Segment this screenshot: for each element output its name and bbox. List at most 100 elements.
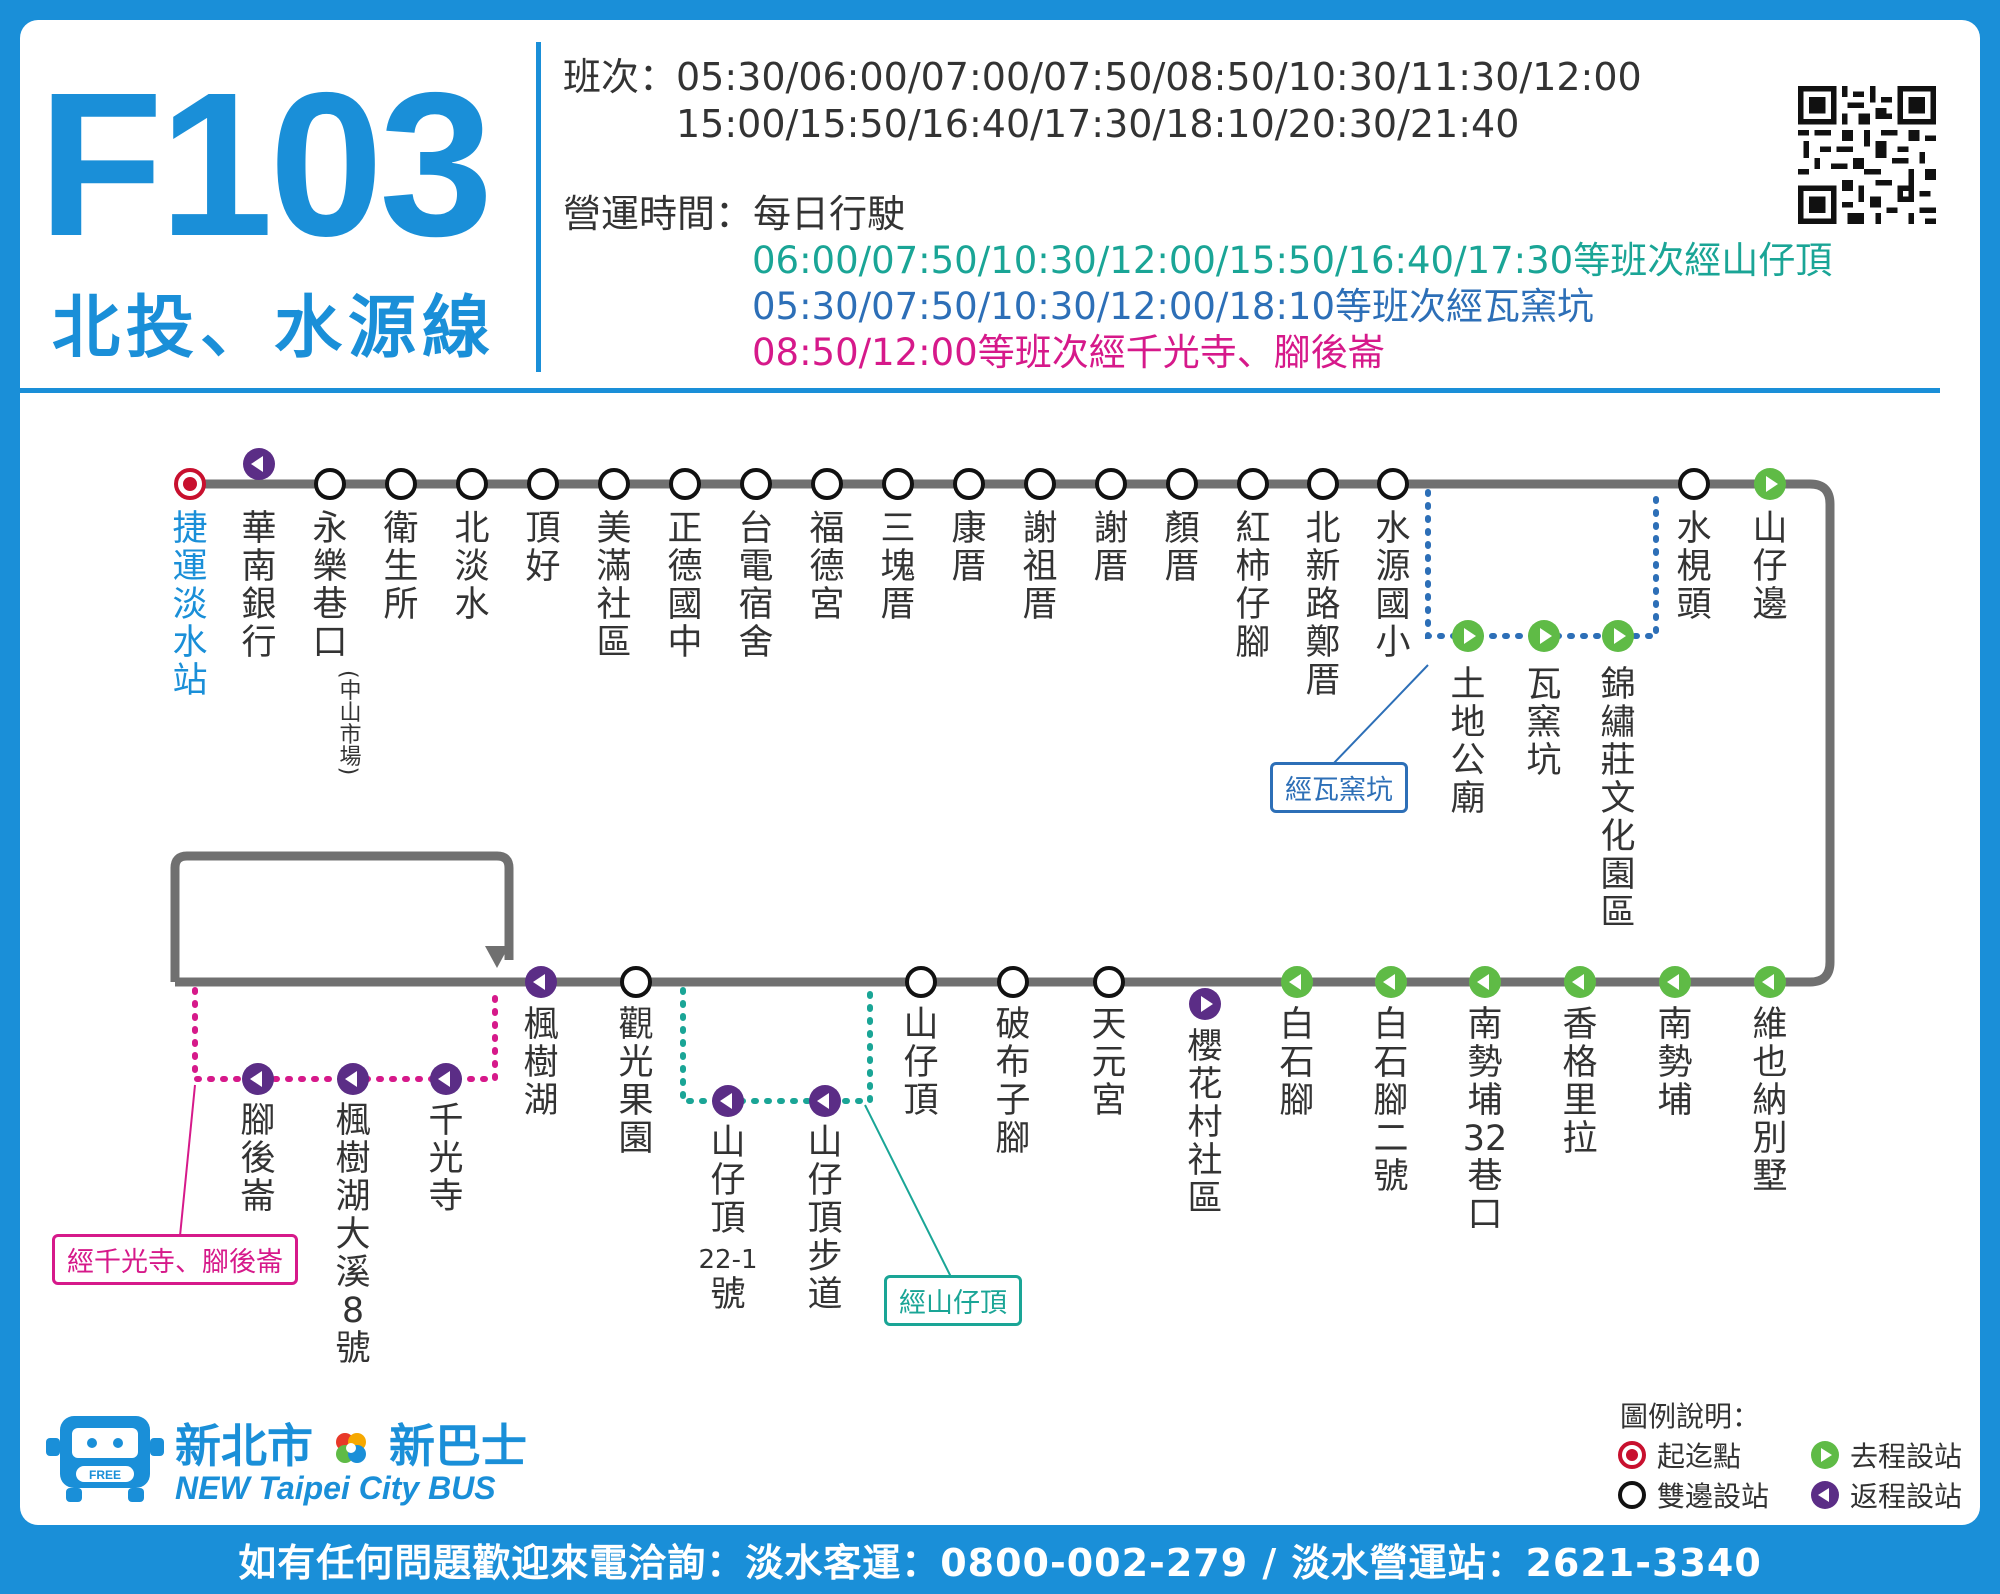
stop-marker-7 [598, 468, 630, 500]
bottom-stop-label-7: 白石腳 [1279, 1005, 1314, 1121]
wayao-stop-marker-1 [1452, 620, 1484, 652]
header-divider-vertical [536, 42, 541, 372]
legend-outbound: 去程設站 [1810, 1435, 1962, 1475]
note-shanzaiding: 經山仔頂 [884, 1275, 1022, 1326]
stop-label-15: 顏厝 [1164, 509, 1199, 587]
logo-cn-right: 新巴士 [389, 1419, 528, 1473]
note-wayao: 經瓦窯坑 [1270, 762, 1408, 813]
stop-label-20: 山仔邊 [1752, 509, 1787, 625]
bottom-stop-label-3: 山仔頂 [903, 1005, 938, 1121]
shanzaiding-stop-marker-2 [809, 1085, 841, 1117]
bottom-stop-label-9: 南勢埔 32 巷口 [1463, 1005, 1508, 1235]
stop-label-10: 福德宮 [809, 509, 844, 625]
qianguang-stop-label-3: 千光寺 [428, 1101, 463, 1217]
header-divider-horizontal [20, 388, 1940, 393]
shanzaiding-branch-line [680, 987, 873, 1104]
stop-marker-11 [882, 468, 914, 500]
terminal-marker-icon [1618, 1441, 1646, 1469]
stop-label-17: 北新路鄭厝 [1305, 509, 1340, 701]
stop-marker-5 [456, 468, 488, 500]
stop-label-8: 正德國中 [667, 509, 702, 663]
route-card [20, 20, 1980, 1525]
footer-contact: 如有任何問題歡迎來電洽詢：淡水客運：0800-002-279 / 淡水營運站：2… [238, 1541, 1762, 1585]
both-sides-marker-icon [1618, 1481, 1646, 1509]
legend-return-label: 返程設站 [1850, 1480, 1963, 1513]
schedule-label: 班次： [563, 55, 678, 99]
loop-line [170, 851, 514, 982]
qianguang-stop-marker-1 [242, 1063, 274, 1095]
shanzaiding-stop-label-2: 山仔頂步道 [807, 1123, 842, 1315]
legend-title: 圖例說明： [1620, 1400, 1761, 1433]
stop-marker-6 [527, 468, 559, 500]
stop-marker-15 [1166, 468, 1198, 500]
outbound-marker-icon [1811, 1441, 1839, 1469]
stop-label-9: 台電宿舍 [738, 509, 773, 663]
stop-marker-16 [1237, 468, 1269, 500]
legend-return: 返程設站 [1810, 1475, 1962, 1515]
flower-logo-icon [336, 1433, 367, 1463]
stop-marker-2 [243, 448, 275, 480]
bottom-stop-label-8: 白石腳二號 [1373, 1005, 1408, 1197]
stop-label-2: 華南銀行 [241, 509, 276, 663]
bottom-stop-marker-7 [1281, 966, 1313, 998]
route-trunk [175, 479, 1835, 987]
bottom-stop-marker-8 [1375, 966, 1407, 998]
stop-label-7: 美滿社區 [596, 509, 631, 663]
schedule-times-line2: 15:00/15:50/16:40/17:30/18:10/20:30/21:4… [676, 102, 1520, 146]
wayao-stop-marker-3 [1602, 620, 1634, 652]
stop-label-4: 衛生所 [383, 509, 418, 625]
bottom-stop-label-12: 維也納別墅 [1752, 1005, 1787, 1197]
qianguang-stop-label-2: 楓樹湖大溪 8 號 [335, 1101, 370, 1369]
note-qianguang: 經千光寺、腳後崙 [52, 1234, 298, 1285]
wayao-stop-label-2: 瓦窯坑 [1526, 665, 1561, 781]
qr-code-icon[interactable] [1798, 86, 1936, 224]
bottom-stop-label-1: 楓樹湖 [523, 1005, 558, 1121]
logo-english: NEW Taipei City BUS [175, 1470, 496, 1506]
bottom-stop-label-4: 破布子腳 [995, 1005, 1030, 1159]
stop-sublabel-3: (中山市場) [336, 670, 362, 775]
stop-marker-20 [1754, 468, 1786, 500]
qianguang-stop-label-1: 腳後崙 [240, 1101, 275, 1217]
bottom-stop-label-11: 南勢埔 [1657, 1005, 1692, 1121]
operation-note-teal: 06:00/07:50/10:30/12:00/15:50/16:40/17:3… [752, 239, 1833, 282]
bottom-stop-marker-12 [1754, 966, 1786, 998]
operation-note-pink: 08:50/12:00等班次經千光寺、腳後崙 [752, 331, 1385, 374]
wayao-leader [1332, 664, 1429, 765]
qianguang-stop-marker-2 [337, 1063, 369, 1095]
stop-marker-1 [174, 468, 206, 500]
schedule-times-line1: 05:30/06:00/07:00/07:50/08:50/10:30/11:3… [676, 55, 1642, 99]
stop-marker-14 [1095, 468, 1127, 500]
stop-label-5: 北淡水 [454, 509, 489, 625]
bottom-stop-marker-3 [905, 966, 937, 998]
stop-label-12: 康厝 [951, 509, 986, 587]
stop-label-13: 謝祖厝 [1022, 509, 1057, 625]
wayao-branch-line [1425, 489, 1659, 639]
operation-note-blue: 05:30/07:50/10:30/12:00/18:10等班次經瓦窯坑 [752, 285, 1595, 328]
stop-marker-8 [669, 468, 701, 500]
bottom-stop-marker-1 [525, 966, 557, 998]
stop-marker-18 [1377, 468, 1409, 500]
bottom-stop-marker-6 [1189, 988, 1221, 1020]
bottom-stop-label-2: 觀光果園 [618, 1005, 653, 1159]
operation-label: 營運時間：每日行駛 [563, 192, 906, 236]
stop-marker-3 [314, 468, 346, 500]
bottom-stop-label-6: 櫻花村社區 [1187, 1027, 1222, 1219]
stop-label-3: 永樂巷口 [312, 509, 347, 663]
stop-marker-4 [385, 468, 417, 500]
stop-marker-12 [953, 468, 985, 500]
legend-terminal-label: 起迄點 [1657, 1440, 1742, 1473]
legend-both: 雙邊設站 [1617, 1475, 1769, 1515]
bottom-stop-marker-9 [1469, 966, 1501, 998]
wayao-stop-marker-2 [1528, 620, 1560, 652]
bottom-stop-marker-2 [620, 966, 652, 998]
stop-label-18: 水源國小 [1375, 509, 1410, 663]
bus-logo-icon: FREE [46, 1416, 164, 1502]
bottom-stop-marker-11 [1659, 966, 1691, 998]
legend-terminal: 起迄點 [1617, 1435, 1741, 1475]
stop-marker-9 [740, 468, 772, 500]
stop-label-11: 三塊厝 [880, 509, 915, 625]
bottom-stop-marker-10 [1564, 966, 1596, 998]
stop-label-1: 捷運淡水站 [172, 509, 207, 701]
route-name: 北投、水源線 [52, 289, 497, 368]
bottom-stop-marker-4 [997, 966, 1029, 998]
